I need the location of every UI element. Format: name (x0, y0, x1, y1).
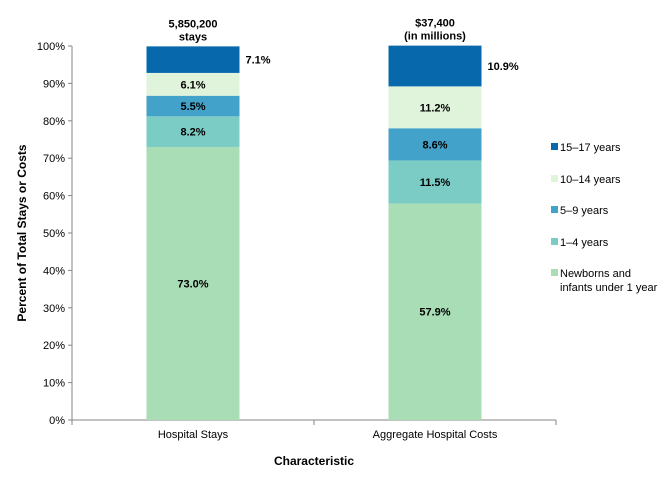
legend-label: 15–17 years (560, 142, 621, 154)
legend-swatch (551, 269, 558, 276)
x-axis-title: Characteristic (274, 454, 354, 468)
legend-label: Newborns and (560, 268, 631, 280)
y-tick-label: 30% (43, 303, 65, 315)
data-label: 10.9% (488, 61, 519, 73)
y-axis-title: Percent of Total Stays or Costs (15, 144, 29, 321)
data-label: 8.6% (422, 139, 447, 151)
legend-swatch (551, 175, 558, 182)
y-tick-label: 10% (43, 378, 65, 390)
data-label: 6.1% (180, 79, 205, 91)
data-label: 11.2% (420, 102, 451, 114)
bar-segment (388, 45, 482, 87)
y-tick-label: 60% (43, 191, 65, 203)
data-label: 8.2% (180, 127, 205, 139)
legend-swatch (551, 143, 558, 150)
bar-segment (388, 203, 482, 420)
data-label: 57.9% (419, 307, 450, 319)
total-label: stays (179, 31, 207, 43)
bar-segment (146, 46, 240, 73)
legend-label: 10–14 years (560, 174, 621, 186)
data-label: 11.5% (420, 177, 451, 189)
bar-segment (146, 116, 240, 147)
x-tick-label: Aggregate Hospital Costs (373, 429, 498, 441)
bar-segment (388, 160, 482, 204)
total-label: (in millions) (404, 31, 466, 43)
bar-segment (146, 95, 240, 117)
legend-swatch (551, 206, 558, 213)
total-label: 5,850,200 (169, 18, 218, 30)
legend-label: 1–4 years (560, 237, 609, 249)
total-label: $37,400 (415, 18, 455, 30)
y-tick-label: 0% (49, 415, 65, 427)
y-tick-label: 20% (43, 340, 65, 352)
bar-segment (388, 86, 482, 129)
bar-segment (388, 128, 482, 161)
legend-swatch (551, 238, 558, 245)
legend-label: infants under 1 year (560, 282, 658, 294)
y-tick-label: 90% (43, 78, 65, 90)
y-tick-label: 50% (43, 228, 65, 240)
y-tick-label: 80% (43, 116, 65, 128)
data-label: 5.5% (180, 101, 205, 113)
legend-label: 5–9 years (560, 205, 609, 217)
bar-segment (146, 146, 240, 421)
y-tick-label: 40% (43, 265, 65, 277)
y-tick-label: 70% (43, 153, 65, 165)
x-tick-label: Hospital Stays (158, 429, 229, 441)
data-label: 7.1% (246, 55, 271, 67)
y-tick-label: 100% (37, 41, 65, 53)
bar-segment (146, 72, 240, 96)
data-label: 73.0% (177, 278, 208, 290)
